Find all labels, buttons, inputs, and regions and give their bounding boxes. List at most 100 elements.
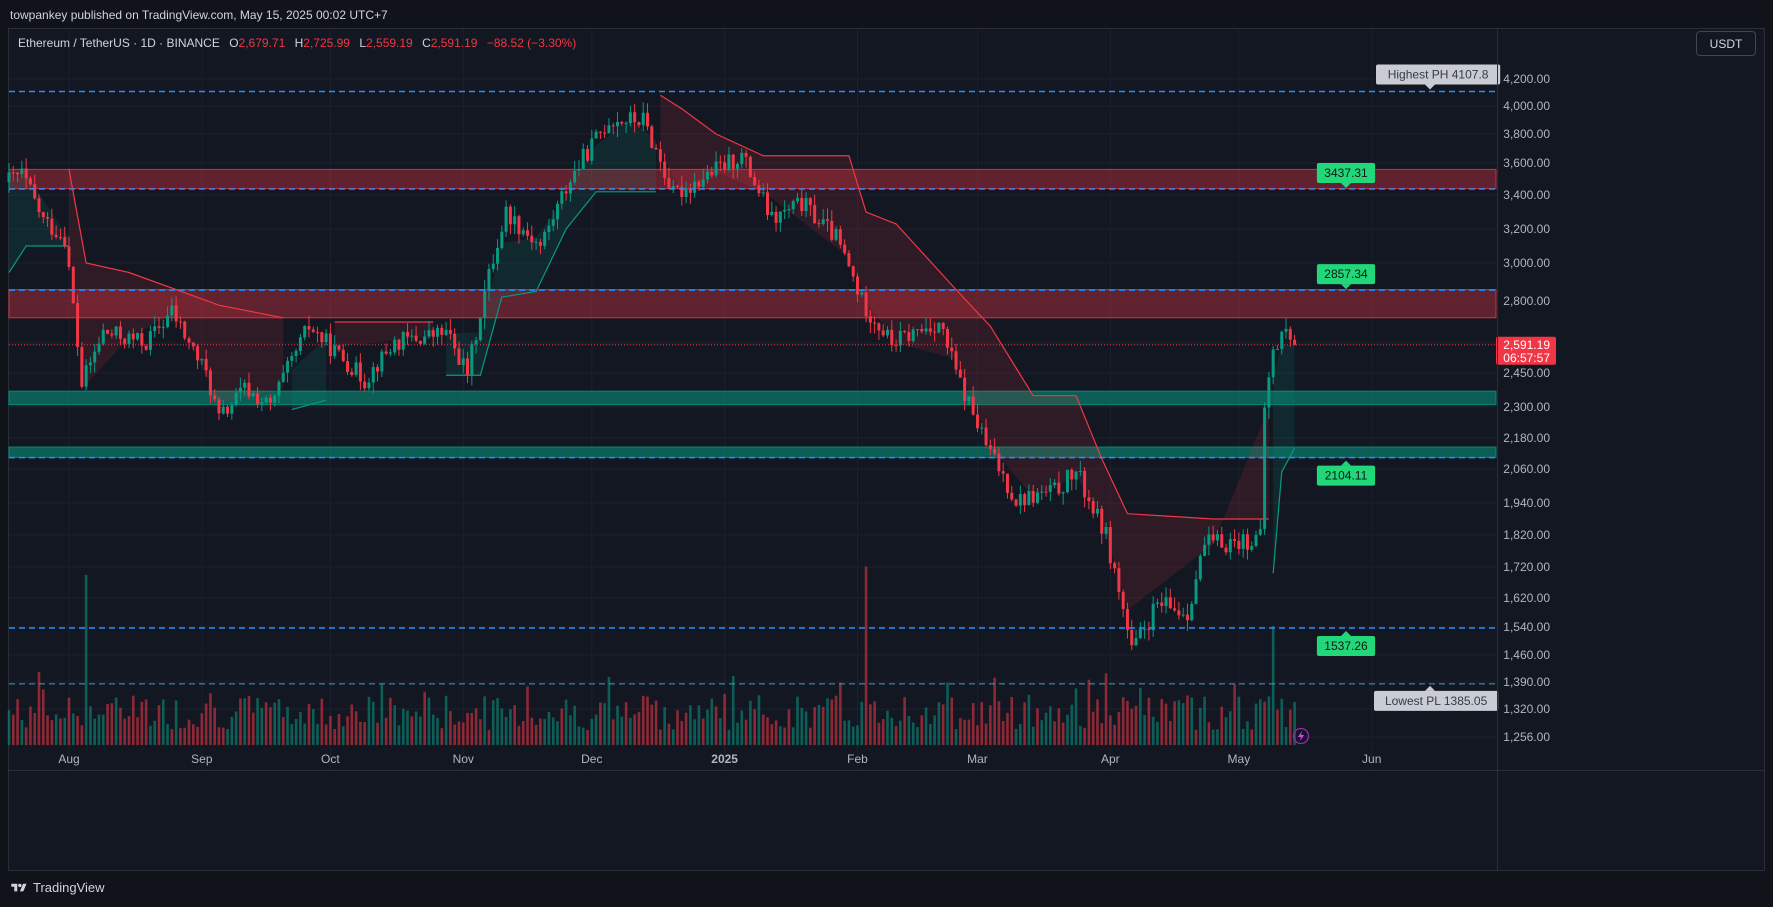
candle-body	[1108, 526, 1112, 564]
volume-bar	[114, 697, 118, 745]
volume-bar	[1263, 701, 1266, 745]
volume-bar	[843, 720, 846, 745]
candle-body	[76, 303, 80, 348]
candle-body	[637, 122, 641, 126]
volume-bar	[599, 702, 602, 745]
candle-body	[963, 377, 967, 401]
time-tick-label: May	[1228, 752, 1251, 766]
footer-brand[interactable]: TradingView	[10, 880, 105, 895]
candle-body	[466, 358, 470, 376]
candle-body	[1194, 579, 1198, 604]
badge-pointer	[1425, 84, 1435, 90]
volume-bar	[1229, 711, 1232, 745]
candle-body	[11, 172, 15, 174]
tradingview-logo-icon	[11, 883, 27, 891]
symbol-title[interactable]: Ethereum / TetherUS · 1D · BINANCE	[18, 36, 220, 50]
volume-bar	[1207, 722, 1211, 745]
currency-button[interactable]: USDT	[1696, 31, 1756, 56]
volume-bar	[714, 706, 718, 745]
trailing-stop-shade	[446, 120, 657, 376]
candle-body	[33, 184, 37, 199]
candle-body	[251, 393, 255, 397]
candle-body	[817, 223, 821, 225]
candle-body	[114, 326, 118, 336]
candle-body	[543, 232, 547, 246]
volume-bar	[37, 672, 41, 745]
volume-bar	[749, 700, 752, 745]
candle-body	[1065, 469, 1069, 493]
candle-body	[851, 266, 855, 277]
candle-body	[646, 112, 650, 127]
volume-bar	[629, 717, 632, 745]
volume-bar	[157, 705, 161, 745]
candle-body	[881, 330, 885, 336]
candle-body	[196, 346, 200, 361]
volume-bar	[1049, 706, 1052, 745]
candle-body	[783, 209, 787, 212]
trailing-stop-line	[1272, 448, 1296, 574]
volume-bar	[7, 710, 11, 745]
candle-body	[1263, 407, 1267, 530]
candle-body	[346, 361, 350, 372]
candle-body	[166, 315, 170, 328]
candle-body	[521, 230, 525, 235]
volume-bar	[517, 725, 521, 745]
publish-bar: towpankey published on TradingView.com, …	[0, 0, 1773, 28]
candle-body	[825, 219, 829, 221]
price-tick-label: 2,300.00	[1503, 400, 1550, 414]
candle-body	[560, 191, 564, 204]
volume-bar	[959, 718, 962, 745]
support-level-badge	[1316, 635, 1376, 656]
candle-body	[393, 339, 397, 353]
volume-bar	[1130, 708, 1134, 745]
volume-bar	[59, 718, 62, 745]
candle-body	[1173, 608, 1177, 611]
symbol-legend: Ethereum / TetherUS · 1D · BINANCE O2,67…	[18, 36, 576, 50]
candle-body	[118, 326, 122, 339]
high-value: 2,725.99	[303, 36, 350, 50]
price-tick-label: 3,600.00	[1503, 156, 1550, 170]
candle-body	[860, 292, 864, 295]
volume-bar	[93, 718, 97, 745]
candle-body	[611, 125, 615, 127]
lightning-icon[interactable]	[1292, 727, 1310, 745]
candle-body	[556, 203, 560, 220]
candle-body	[384, 351, 388, 354]
candle-body	[748, 156, 752, 178]
volume-bar	[453, 724, 456, 745]
resistance-level-badge	[1316, 264, 1376, 285]
candle-body	[307, 326, 311, 330]
volume-bar	[654, 700, 658, 745]
volume-bar	[286, 706, 289, 745]
volume-bar	[1040, 720, 1044, 745]
volume-bar	[1010, 696, 1014, 745]
volume-bar	[1280, 698, 1284, 745]
volume-bar	[354, 711, 358, 745]
candle-body	[714, 161, 718, 176]
volume-bar	[367, 696, 371, 745]
candle-body	[290, 356, 294, 361]
volume-bar	[170, 729, 174, 745]
candle-body	[144, 345, 148, 350]
volume-bar	[1220, 706, 1224, 745]
support-level-label: 2104.11	[1325, 469, 1368, 483]
volume-bar	[384, 717, 388, 745]
candle-body	[24, 168, 28, 179]
candle-body	[1023, 494, 1027, 506]
volume-bar	[727, 729, 731, 745]
volume-bar	[1023, 702, 1026, 745]
candle-body	[920, 329, 924, 332]
volume-bar	[543, 719, 546, 745]
volume-bar	[796, 696, 799, 745]
low-label: L	[359, 36, 367, 50]
candle-body	[671, 185, 675, 189]
volume-bar	[830, 699, 834, 745]
volume-bar	[826, 698, 829, 745]
candle-body	[1284, 328, 1288, 332]
volume-bar	[204, 703, 208, 745]
candle-body	[971, 396, 975, 415]
candle-body	[526, 230, 530, 236]
candle-body	[894, 345, 898, 347]
candle-body	[110, 333, 114, 336]
